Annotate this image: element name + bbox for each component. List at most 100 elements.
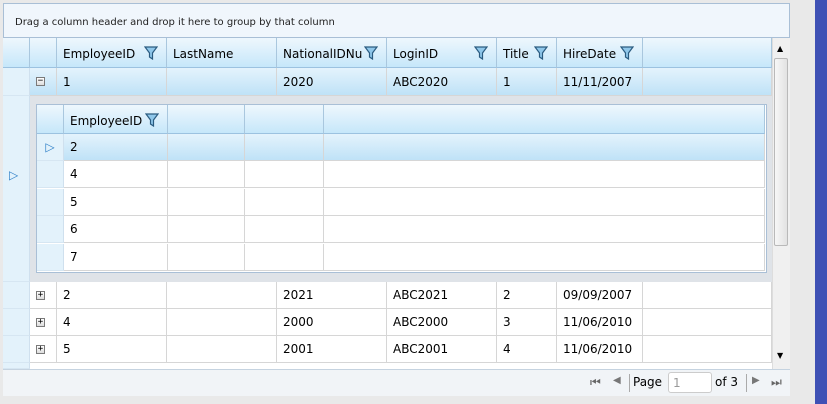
column-header-title[interactable]: Title [497, 38, 557, 68]
filter-icon[interactable] [619, 46, 635, 61]
filter-icon[interactable] [473, 46, 489, 61]
row-indicator [3, 363, 30, 369]
cell-lastname[interactable] [167, 68, 277, 96]
cell-nationalidnu[interactable]: 2001 [277, 336, 387, 363]
column-header-nationalidnu-text: NationalIDNu [283, 47, 363, 61]
detail-cell[interactable] [168, 216, 245, 244]
filler-cell [643, 282, 772, 309]
cell-nationalidnu[interactable]: 2000 [277, 309, 387, 336]
row-indicator[interactable] [3, 96, 30, 282]
cell-hiredate[interactable]: 11/06/2010 [557, 336, 643, 363]
last-page-icon[interactable]: ⏭ [771, 375, 782, 389]
detail-row-indicator[interactable] [37, 243, 64, 271]
cell-hiredate[interactable]: 11/06/2010 [557, 309, 643, 336]
cell-lastname[interactable] [167, 282, 277, 309]
group-panel[interactable]: Drag a column header and drop it here to… [3, 3, 790, 38]
scrollbar-thumb[interactable] [774, 58, 788, 246]
expand-icon[interactable]: + [36, 289, 45, 300]
cell-nationalidnu-text: 2021 [283, 288, 314, 302]
header-filler [643, 38, 772, 68]
cell-loginid[interactable]: ABC2020 [387, 68, 497, 96]
header-indent [3, 38, 30, 68]
row-indicator[interactable] [3, 282, 30, 309]
scroll-down-icon[interactable]: ▼ [777, 351, 784, 360]
scroll-up-icon[interactable]: ▲ [777, 44, 784, 53]
detail-cell-employeeid[interactable]: 2 [64, 134, 168, 161]
cell-loginid[interactable]: ABC2000 [387, 309, 497, 336]
cell-hiredate-text: 11/06/2010 [563, 315, 633, 329]
expand-icon[interactable]: + [36, 316, 45, 327]
filter-icon[interactable] [144, 113, 160, 128]
cell-lastname[interactable] [167, 336, 277, 363]
cell-title[interactable]: 3 [497, 309, 557, 336]
cell-title[interactable]: 2 [497, 282, 557, 309]
detail-cell-employeeid-text: 5 [70, 194, 78, 209]
cell-title[interactable]: 4 [497, 336, 557, 363]
cell-nationalidnu[interactable]: 2021 [277, 282, 387, 309]
detail-cell[interactable] [168, 134, 245, 161]
divider [629, 374, 630, 392]
page-count: of 3 [715, 375, 739, 389]
detail-cell-employeeid[interactable]: 4 [64, 161, 168, 189]
detail-cell-employeeid[interactable]: 6 [64, 216, 168, 244]
row-indicator[interactable] [3, 68, 30, 96]
column-header-employeeid[interactable]: EmployeeID [57, 38, 167, 68]
detail-cell[interactable] [245, 216, 324, 244]
expand-cell[interactable]: + [30, 282, 57, 309]
collapse-icon[interactable]: − [36, 76, 45, 86]
cell-hiredate[interactable]: 11/11/2007 [557, 68, 643, 96]
detail-row-indicator[interactable] [37, 216, 64, 244]
prev-page-icon[interactable]: ◀ [613, 375, 621, 386]
page-input[interactable] [668, 372, 712, 393]
window-edge [815, 0, 827, 404]
detail-cell-employeeid[interactable]: 5 [64, 188, 168, 216]
page-label: Page [633, 375, 663, 389]
expand-cell[interactable]: + [30, 336, 57, 363]
cell-loginid[interactable]: ABC2021 [387, 282, 497, 309]
detail-row-indicator[interactable] [37, 161, 64, 189]
cell-employeeid[interactable]: 4 [57, 309, 167, 336]
cell-employeeid[interactable]: 1 [57, 68, 167, 96]
column-header-hiredate-text: HireDate [563, 47, 617, 61]
expand-icon[interactable]: + [36, 343, 45, 354]
detail-column-header[interactable] [168, 105, 245, 134]
cell-title[interactable]: 1 [497, 68, 557, 96]
column-header-lastname[interactable]: LastName [167, 38, 277, 68]
detail-column-header[interactable] [245, 105, 324, 134]
first-page-icon[interactable]: ⏮ [590, 375, 601, 389]
cell-loginid[interactable]: ABC2001 [387, 336, 497, 363]
detail-cell[interactable] [245, 243, 324, 271]
cell-hiredate[interactable]: 09/09/2007 [557, 282, 643, 309]
filter-icon[interactable] [363, 46, 379, 61]
detail-cell-employeeid[interactable]: 7 [64, 243, 168, 271]
detail-cell[interactable] [168, 243, 245, 271]
column-header-nationalidnu[interactable]: NationalIDNu [277, 38, 387, 68]
cell-lastname[interactable] [167, 309, 277, 336]
cell-employeeid-text: 5 [63, 342, 71, 356]
cell-employeeid[interactable]: 5 [57, 336, 167, 363]
group-panel-text: Drag a column header and drop it here to… [15, 17, 335, 28]
detail-row-indicator[interactable]: ▷ [37, 134, 64, 161]
cell-employeeid[interactable]: 2 [57, 282, 167, 309]
next-page-icon[interactable]: ▶ [752, 375, 760, 386]
row-indicator[interactable] [3, 336, 30, 363]
cell-nationalidnu-text: 2001 [283, 342, 314, 356]
divider [746, 374, 747, 392]
detail-cell-employeeid-text: 7 [70, 249, 78, 264]
expand-cell[interactable]: − [30, 68, 57, 96]
column-header-loginid[interactable]: LoginID [387, 38, 497, 68]
detail-cell[interactable] [168, 188, 245, 216]
expand-cell[interactable]: + [30, 309, 57, 336]
detail-cell[interactable] [245, 188, 324, 216]
cell-nationalidnu[interactable]: 2020 [277, 68, 387, 96]
cell-title-text: 3 [503, 315, 511, 329]
detail-cell[interactable] [245, 161, 324, 189]
detail-cell[interactable] [168, 161, 245, 189]
column-header-hiredate[interactable]: HireDate [557, 38, 643, 68]
detail-row-indicator[interactable] [37, 188, 64, 216]
detail-cell[interactable] [245, 134, 324, 161]
detail-column-header[interactable]: EmployeeID [64, 105, 168, 134]
row-indicator[interactable] [3, 309, 30, 336]
filter-icon[interactable] [533, 46, 549, 61]
filter-icon[interactable] [143, 46, 159, 61]
